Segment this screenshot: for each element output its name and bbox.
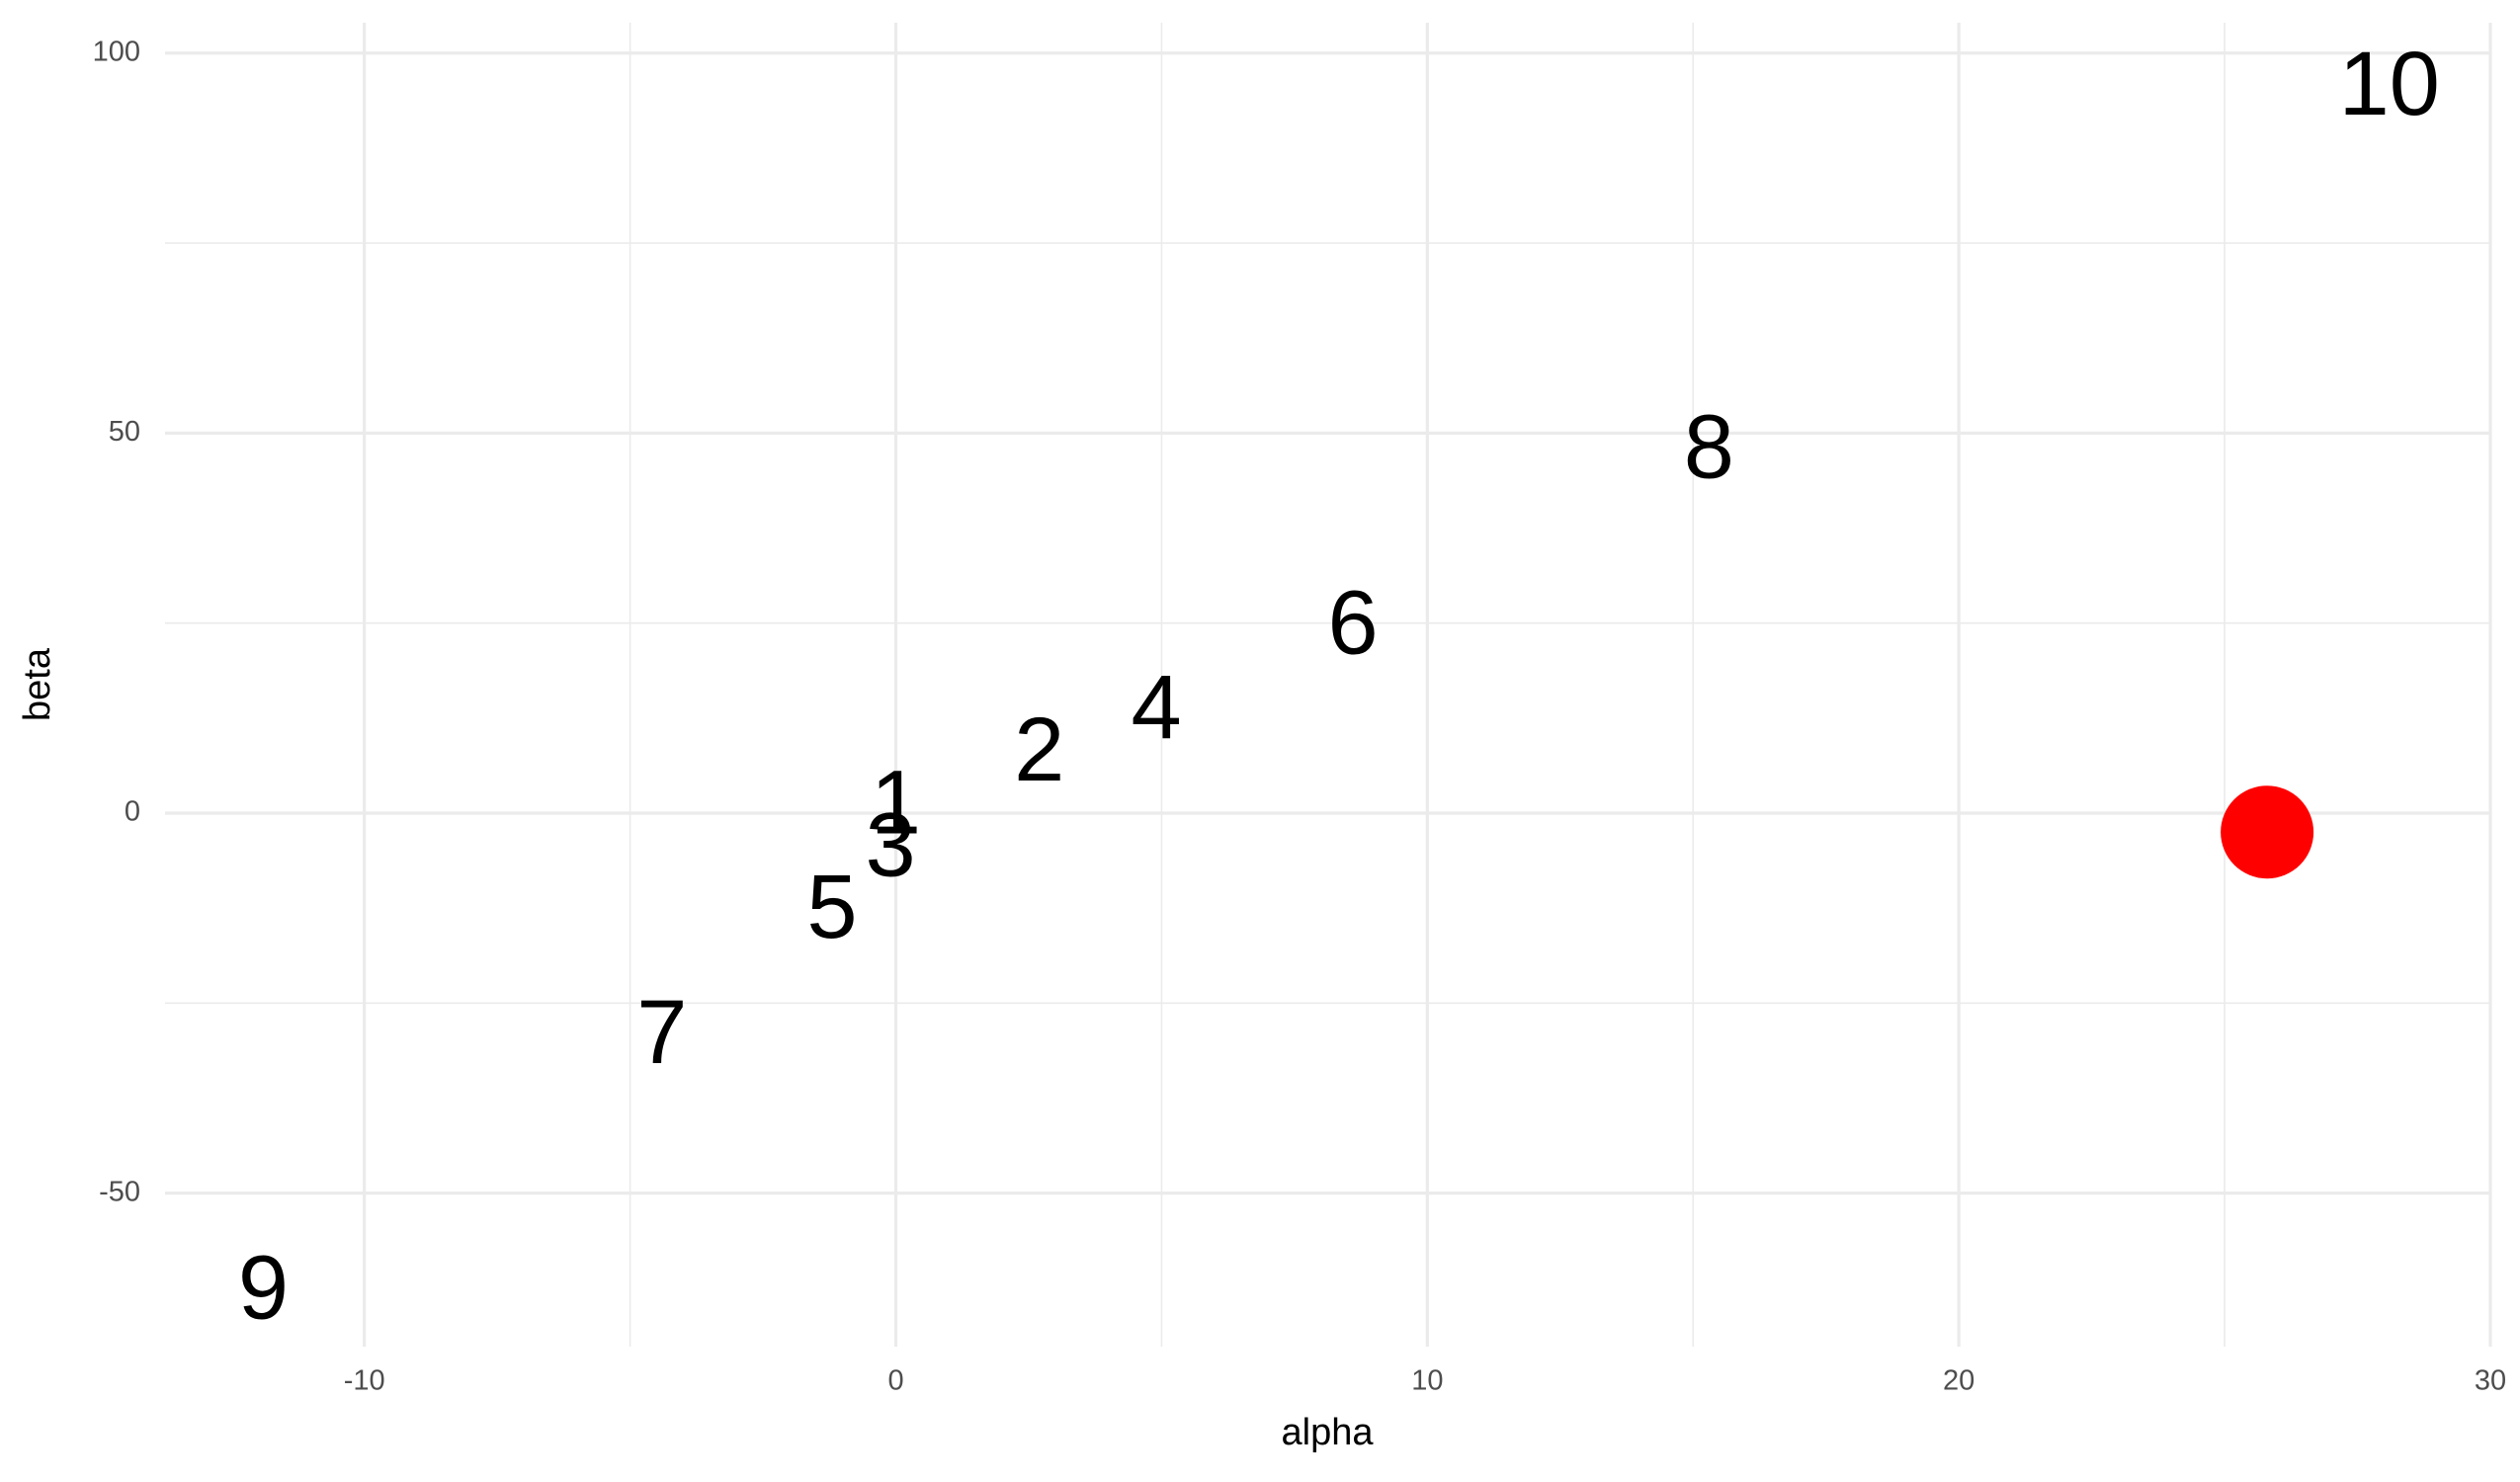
y-axis-title: beta xyxy=(17,647,58,721)
point-label: 9 xyxy=(238,1237,289,1338)
x-tick-label: 20 xyxy=(1943,1365,1974,1397)
y-tick-label: 0 xyxy=(125,796,140,828)
point-label: 8 xyxy=(1684,397,1734,498)
point-label: 4 xyxy=(1131,657,1181,758)
x-tick-label: -10 xyxy=(344,1365,385,1397)
point-label: 10 xyxy=(2339,34,2440,134)
point-label: 5 xyxy=(806,857,857,957)
y-tick-label: 50 xyxy=(109,416,140,448)
point-label: 2 xyxy=(1014,700,1064,800)
x-tick-label: 0 xyxy=(887,1365,903,1397)
y-tick-label: -50 xyxy=(99,1176,140,1207)
x-axis-title: alpha xyxy=(1282,1412,1375,1453)
x-tick-label: 10 xyxy=(1411,1365,1443,1397)
y-tick-label: 100 xyxy=(93,36,140,67)
point xyxy=(2221,785,2314,879)
point-label: 7 xyxy=(636,982,687,1083)
point-label: 6 xyxy=(1327,572,1378,673)
point-label: 3 xyxy=(866,795,916,896)
x-tick-label: 30 xyxy=(2475,1365,2506,1397)
point-label: 1 xyxy=(871,753,921,854)
